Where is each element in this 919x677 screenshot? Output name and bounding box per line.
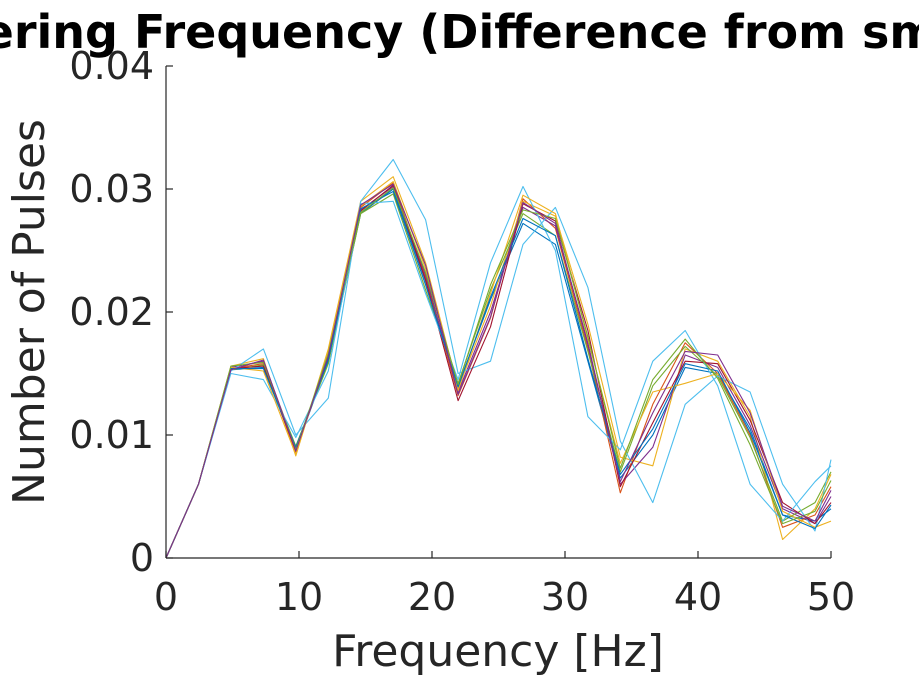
- y-tick-label: 0.01: [69, 413, 154, 457]
- x-tick-label: 30: [541, 575, 589, 619]
- series-line: [165, 158, 832, 559]
- x-tick-label: 20: [408, 575, 456, 619]
- x-tick-label: 50: [807, 575, 855, 619]
- series-line: [165, 183, 832, 559]
- x-axis-label: Frequency [Hz]: [332, 626, 664, 677]
- series-line: [165, 181, 832, 559]
- y-axis-label: Number of Pulses: [4, 119, 55, 505]
- y-ticks: 0 0.01 0.02 0.03 0.04: [69, 44, 173, 580]
- x-tick-label: 0: [154, 575, 178, 619]
- x-ticks: 0 10 20 30 40 50: [154, 551, 855, 619]
- y-tick-label: 0.04: [69, 44, 154, 88]
- y-tick-label: 0.02: [69, 290, 154, 334]
- series-group: [165, 158, 832, 559]
- x-tick-label: 10: [275, 575, 323, 619]
- series-line: [165, 190, 832, 559]
- y-tick-label: 0.03: [69, 167, 154, 211]
- x-tick-label: 40: [674, 575, 722, 619]
- chart-title: ering Frequency (Difference from sm: [0, 5, 919, 59]
- y-tick-label: 0: [130, 536, 154, 580]
- axes: [165, 66, 831, 559]
- series-line: [165, 184, 832, 559]
